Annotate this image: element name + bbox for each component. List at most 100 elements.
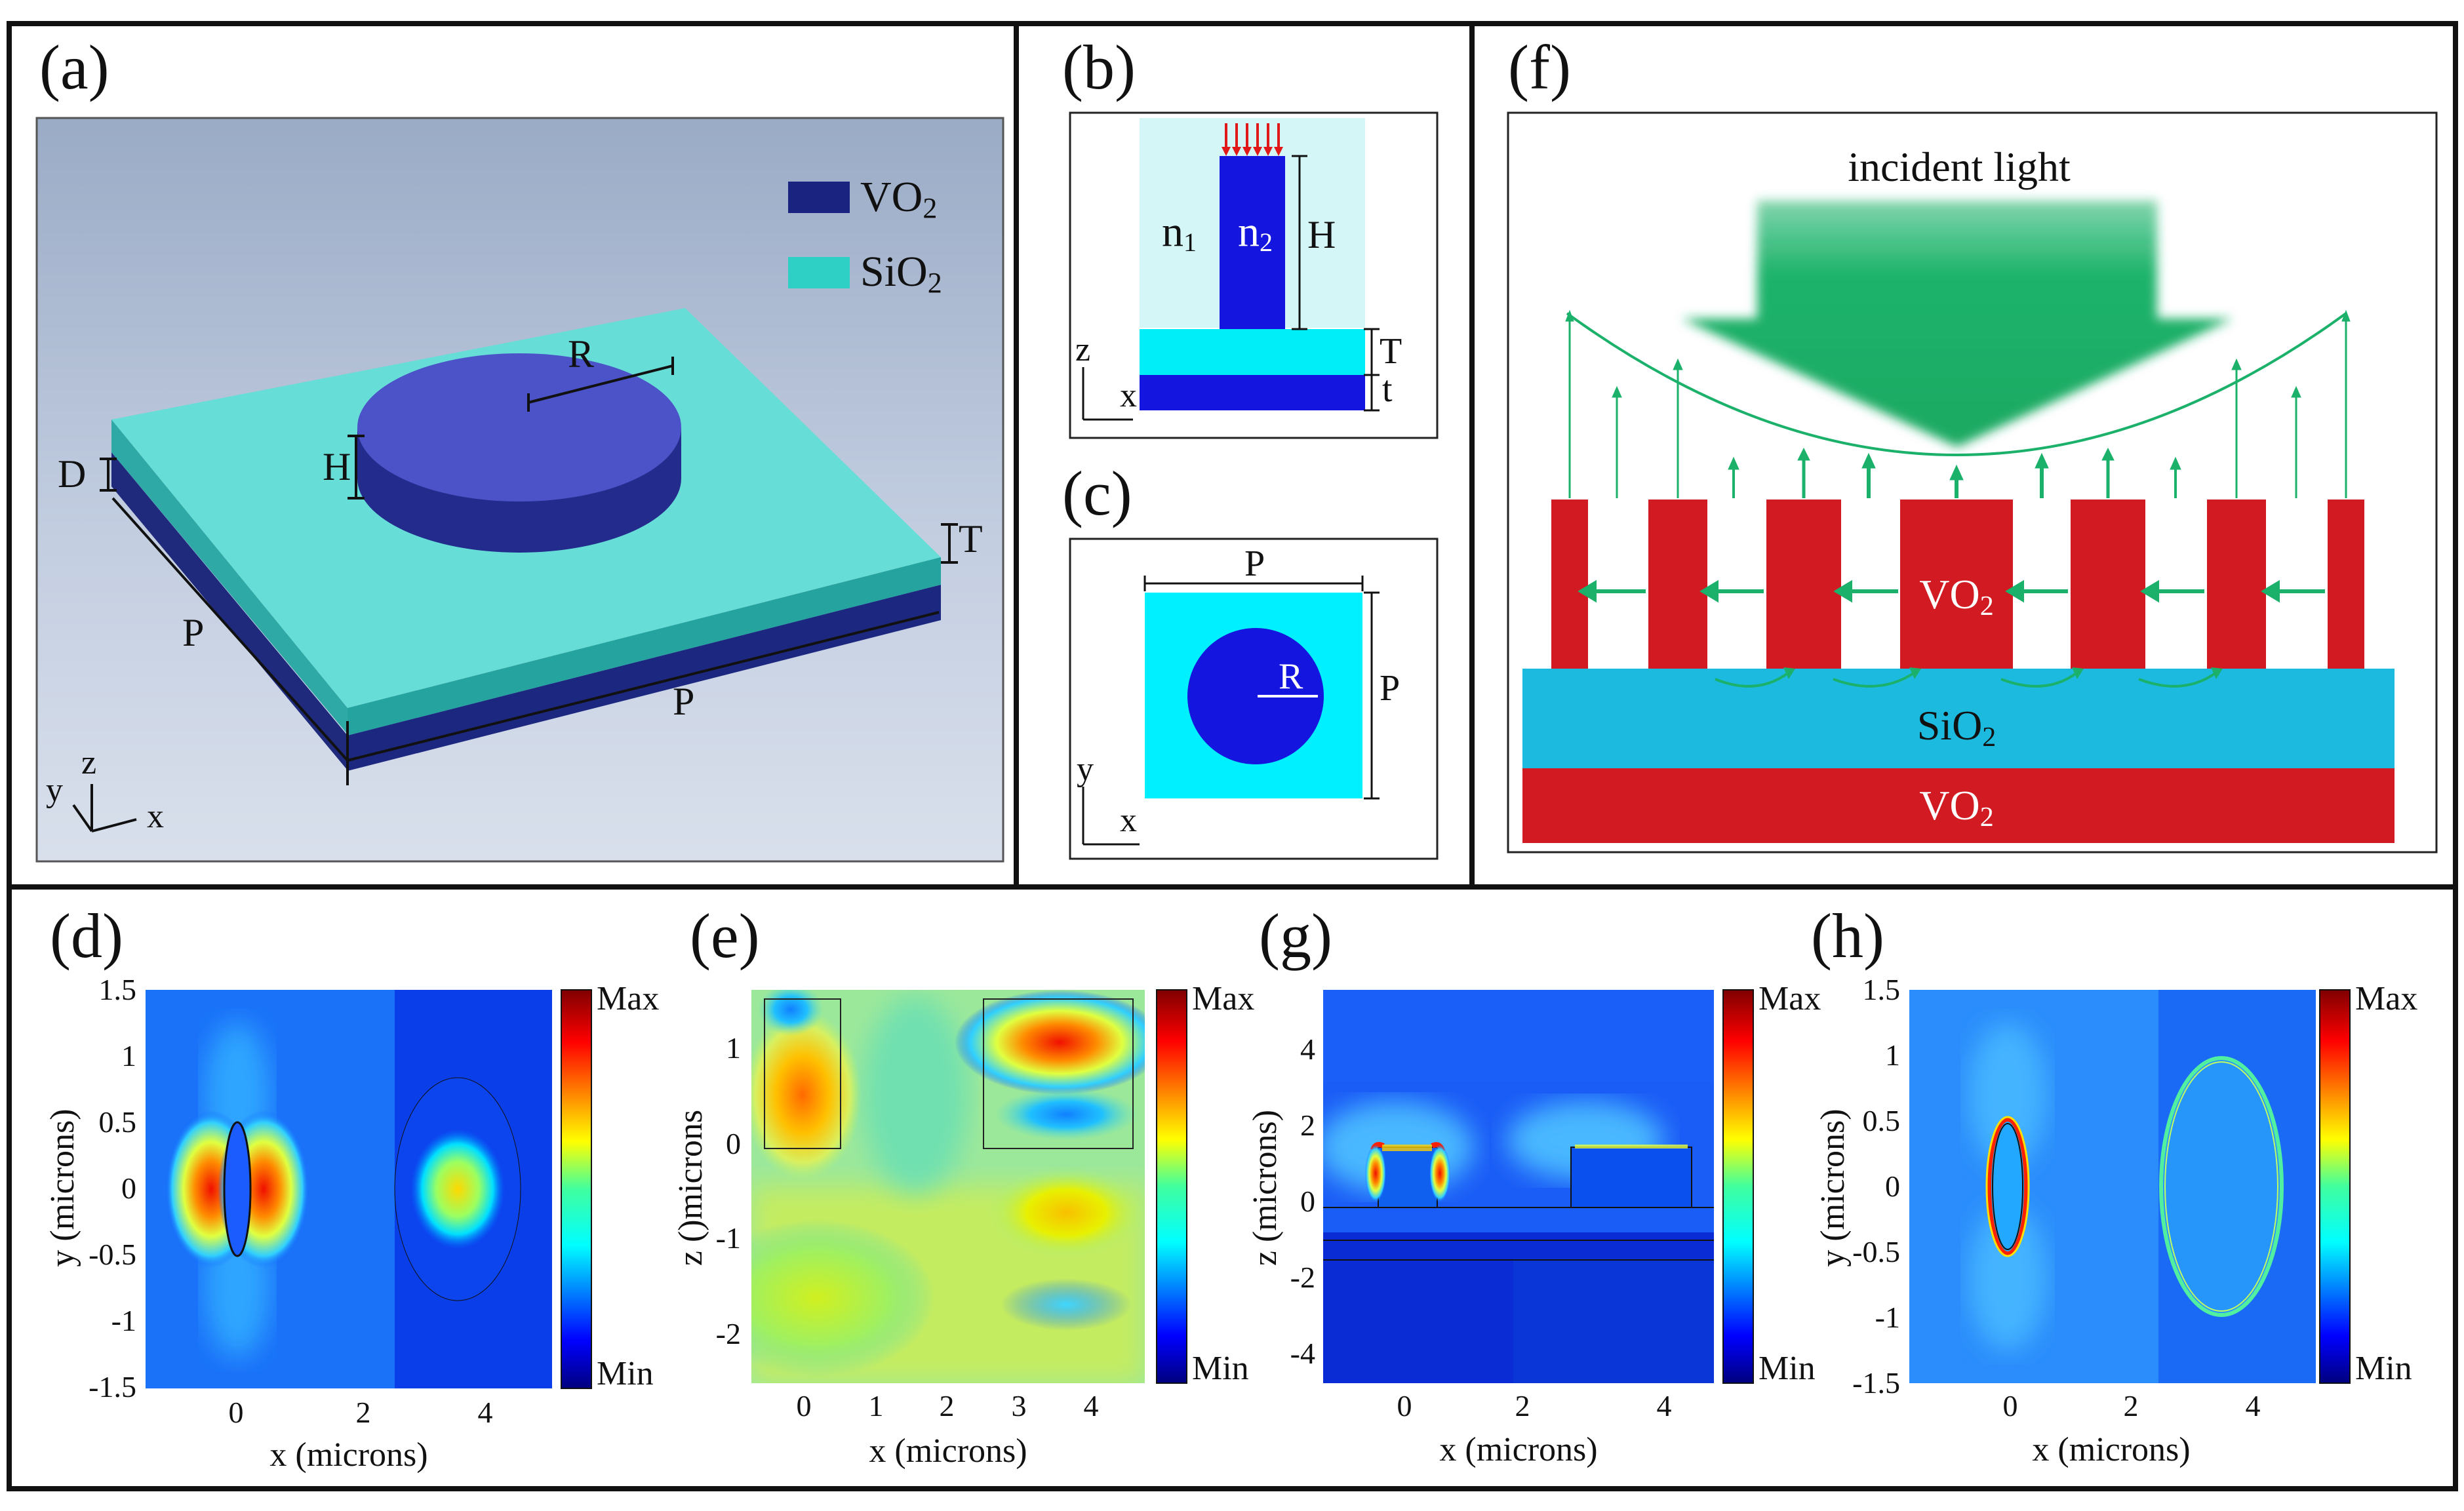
- legend-vo2-label: VO2: [860, 173, 937, 224]
- xlabel-h: x (microns): [2032, 1431, 2190, 1468]
- axis-z: z: [81, 744, 96, 781]
- dim-P-top: P: [1244, 543, 1265, 584]
- yticks-e: 1 0 -1 -2: [716, 1031, 741, 1350]
- bottom-row-border: [7, 884, 2458, 1491]
- panel-e-label: (e): [690, 901, 760, 971]
- dim-P-side: P: [1380, 668, 1400, 709]
- dim-T-b: T: [1380, 331, 1402, 372]
- legend-sio2-swatch: [788, 257, 850, 288]
- svg-text:-2: -2: [716, 1317, 741, 1350]
- cb-min-e: Min: [1192, 1350, 1249, 1387]
- spacer-layer: [1140, 329, 1365, 375]
- cb-min-h: Min: [2355, 1350, 2412, 1387]
- panel-g-label: (g): [1259, 901, 1332, 971]
- svg-text:1: 1: [869, 1389, 884, 1423]
- vo2-substrate-label: VO2: [1919, 782, 1993, 833]
- colorbar-d: [561, 989, 592, 1389]
- lateral-arrows: [1578, 579, 2325, 603]
- dims-b: [1292, 155, 1380, 412]
- yticks-h: 1.5 1 0.5 0 -0.5 -1 -1.5: [1852, 973, 1900, 1400]
- svg-text:4: 4: [1084, 1389, 1099, 1423]
- vo2-substrate: [1522, 768, 2394, 843]
- curved-arrowheads: [1783, 667, 2223, 679]
- panel-f-label: (f): [1508, 32, 1571, 102]
- colorbar-h: [2319, 989, 2351, 1384]
- xlabel-d: x (microns): [269, 1436, 427, 1474]
- bottom-layer: [1140, 375, 1365, 410]
- cb-min-g: Min: [1759, 1350, 1816, 1387]
- panel-borders: [7, 21, 2458, 1491]
- svg-text:1.5: 1.5: [1863, 973, 1901, 1006]
- cb-max-h: Max: [2355, 980, 2417, 1017]
- sio2-left-face: [111, 420, 348, 734]
- svg-text:-1: -1: [111, 1304, 136, 1337]
- dim-T: T: [959, 517, 983, 560]
- svg-text:1.5: 1.5: [99, 973, 137, 1006]
- axis-x-b: x: [1120, 377, 1137, 414]
- svg-text:-1: -1: [1875, 1301, 1900, 1334]
- panel-a-label: (a): [39, 32, 109, 102]
- panel-h: (h) Max Min 1.5 1 0.5 0 -0.5 -1 -1.5 0: [1811, 901, 2417, 1468]
- field-map-d: [146, 990, 552, 1388]
- panel-f: (f) incident light: [1507, 32, 2438, 854]
- pillar-top-view: [1187, 628, 1324, 764]
- label-n1: n1: [1162, 208, 1197, 257]
- yticks-g: 4 2 0 -2 -4: [1290, 1032, 1315, 1370]
- svg-text:4: 4: [478, 1396, 493, 1429]
- xlabel-e: x (microns): [869, 1432, 1027, 1470]
- n2-pillar: [1220, 156, 1285, 329]
- svg-text:0: 0: [1300, 1185, 1315, 1218]
- xlabel-g: x (microns): [1439, 1431, 1597, 1468]
- svg-text:4: 4: [2246, 1389, 2261, 1423]
- axis-triad-a: [72, 784, 137, 833]
- field-map-g: [1323, 990, 1714, 1383]
- axis-triad-c: [1082, 787, 1140, 846]
- xticks-d: 0 2 4: [229, 1396, 493, 1429]
- incident-light-label: incident light: [1848, 144, 2071, 190]
- axis-x: x: [147, 798, 164, 835]
- vo2-pillar-label: VO2: [1919, 571, 1993, 621]
- incident-arrowheads: [1222, 147, 1283, 156]
- panel-g: (g) Max Min 4 2 0 -2: [1246, 901, 1821, 1468]
- svg-text:-1.5: -1.5: [1852, 1366, 1900, 1400]
- svg-text:3: 3: [1012, 1389, 1027, 1423]
- svg-text:0: 0: [121, 1171, 136, 1205]
- panel-b: (b) n1 n2 H T t z x: [1062, 32, 1439, 439]
- cb-max-e: Max: [1192, 980, 1254, 1017]
- panel-a: (a) R H D T: [35, 32, 1004, 863]
- svg-text:0: 0: [229, 1396, 244, 1429]
- panel-c: (c) P P R y x: [1062, 458, 1439, 860]
- svg-text:0: 0: [797, 1389, 812, 1423]
- axis-z-b: z: [1075, 331, 1090, 368]
- svg-text:-0.5: -0.5: [1852, 1235, 1900, 1268]
- panel-d-label: (d): [50, 901, 123, 971]
- panel-b-label: (b): [1062, 32, 1136, 102]
- svg-text:1: 1: [726, 1031, 741, 1065]
- dim-H-b: H: [1307, 213, 1336, 256]
- legend-vo2-swatch: [788, 182, 850, 213]
- svg-text:2: 2: [1300, 1109, 1315, 1142]
- ylabel-h: y (microns): [1814, 1109, 1852, 1266]
- svg-text:2: 2: [2124, 1389, 2139, 1423]
- upward-arrows: [1565, 309, 2351, 498]
- svg-text:4: 4: [1657, 1389, 1672, 1423]
- xticks-h: 0 2 4: [2003, 1389, 2261, 1423]
- wavefront-curve: [1566, 312, 2347, 456]
- svg-text:0.5: 0.5: [1863, 1104, 1901, 1137]
- svg-text:1: 1: [121, 1039, 136, 1072]
- panel-d: (d) Max Min 1.5 1 0.5 0 -0.5 -1 -1.5 0: [44, 901, 659, 1474]
- dim-R: R: [568, 332, 594, 376]
- svg-text:-1.5: -1.5: [89, 1370, 136, 1403]
- cb-min-d: Min: [597, 1355, 654, 1392]
- svg-text:0: 0: [1885, 1169, 1900, 1203]
- incident-arrow: [1682, 201, 2233, 447]
- axis-x-c: x: [1120, 802, 1137, 839]
- vo2-left-face: [111, 452, 348, 770]
- svg-text:1: 1: [1885, 1038, 1900, 1072]
- svg-text:-4: -4: [1290, 1337, 1315, 1370]
- dimension-lines: [100, 357, 958, 785]
- ylabel-g: z (microns): [1246, 1110, 1284, 1266]
- sio2-front-face: [348, 557, 941, 736]
- vo2-pillars: [1551, 500, 2364, 670]
